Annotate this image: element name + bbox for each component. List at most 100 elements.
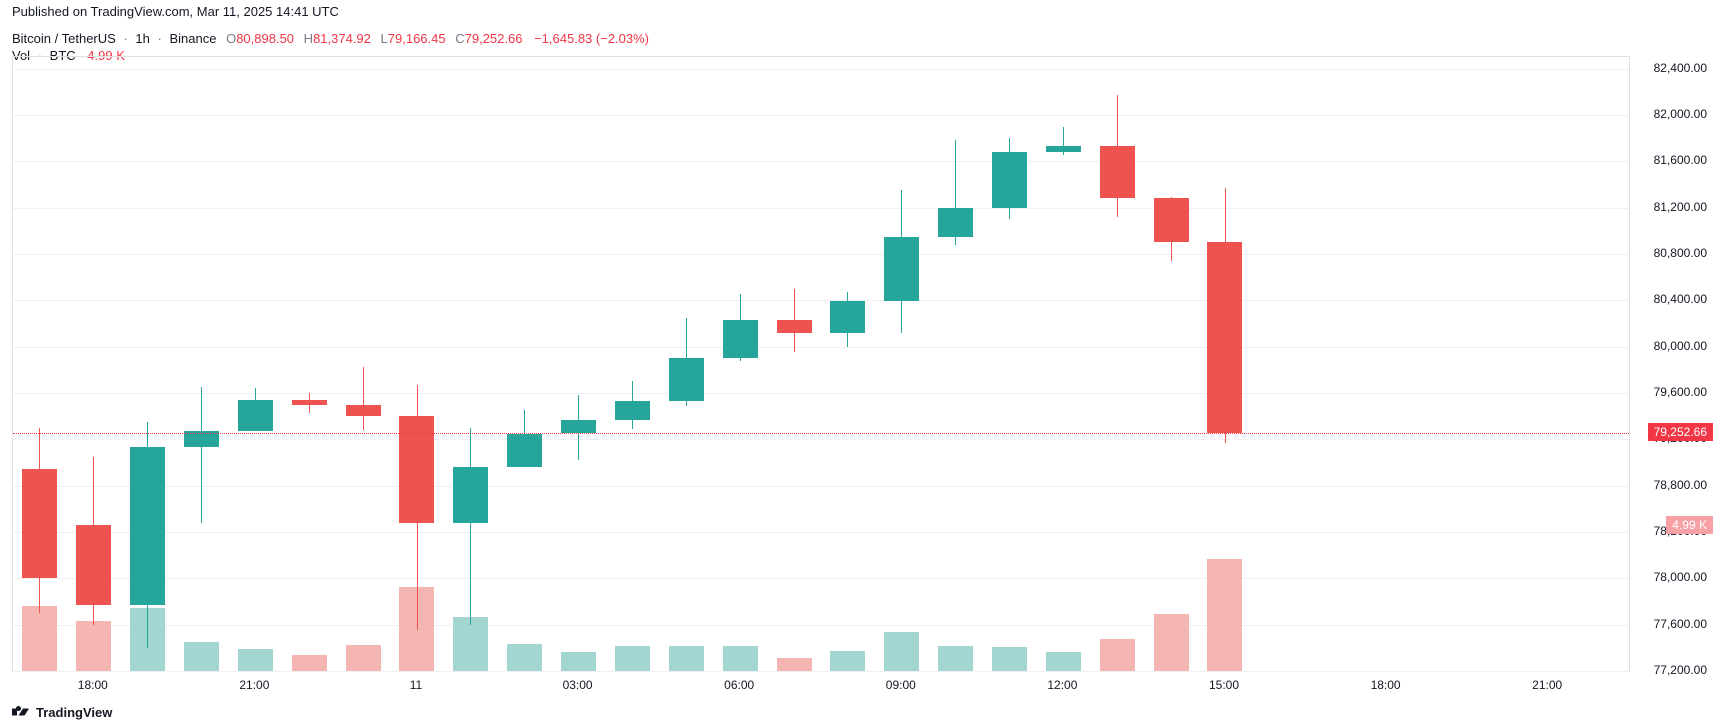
volume-bar xyxy=(723,646,758,671)
volume-bar xyxy=(777,658,812,671)
y-axis-label: 78,800.00 xyxy=(1654,478,1707,492)
interval: 1h xyxy=(135,31,149,46)
x-axis-label: 15:00 xyxy=(1209,678,1239,692)
grid-line xyxy=(13,439,1629,440)
grid-line xyxy=(13,254,1629,255)
brand-footer: TradingView xyxy=(12,705,112,720)
candle-body xyxy=(830,301,865,332)
candle-body xyxy=(22,469,57,578)
candle-body xyxy=(938,208,973,237)
candle-body xyxy=(292,400,327,405)
open-value: 80,898.50 xyxy=(236,31,294,46)
volume-bar xyxy=(992,647,1027,671)
grid-line xyxy=(13,532,1629,533)
candle-body xyxy=(615,401,650,420)
grid-line xyxy=(13,69,1629,70)
last-price-line xyxy=(13,433,1629,434)
volume-bar xyxy=(453,617,488,671)
volume-bar xyxy=(292,655,327,671)
volume-bar xyxy=(1207,559,1242,671)
close-label: C xyxy=(455,31,464,46)
candle-body xyxy=(238,400,273,431)
candle-body xyxy=(561,420,596,434)
high-value: 81,374.92 xyxy=(313,31,371,46)
candle-wick xyxy=(201,387,202,523)
grid-line xyxy=(13,300,1629,301)
candle-wick xyxy=(470,428,471,625)
candle-body xyxy=(669,358,704,401)
candle-body xyxy=(1154,198,1189,242)
candle-body xyxy=(1046,146,1081,152)
exchange: Binance xyxy=(169,31,216,46)
volume-bar xyxy=(184,642,219,671)
x-axis-label: 06:00 xyxy=(724,678,754,692)
y-axis-label: 81,200.00 xyxy=(1654,200,1707,214)
grid-line xyxy=(13,486,1629,487)
volume-bar xyxy=(884,632,919,671)
candle-body xyxy=(1207,242,1242,433)
grid-line xyxy=(13,208,1629,209)
candle-body xyxy=(723,320,758,358)
candle-body xyxy=(399,416,434,523)
y-axis-label: 80,000.00 xyxy=(1654,339,1707,353)
grid-line xyxy=(13,625,1629,626)
volume-bar xyxy=(238,649,273,672)
grid-line xyxy=(13,578,1629,579)
pair-name: Bitcoin / TetherUS xyxy=(12,31,116,46)
separator: · xyxy=(123,31,127,46)
y-axis-label: 80,800.00 xyxy=(1654,246,1707,260)
candle-body xyxy=(777,320,812,333)
candle-body xyxy=(1100,146,1135,198)
volume-bar xyxy=(830,651,865,671)
volume-tag: 4.99 K xyxy=(1666,516,1713,534)
close-value: 79,252.66 xyxy=(465,31,523,46)
candle-body xyxy=(76,525,111,605)
x-axis-label: 11 xyxy=(410,678,422,692)
volume-bar xyxy=(346,645,381,671)
candle-body xyxy=(453,467,488,523)
y-axis-label: 78,000.00 xyxy=(1654,570,1707,584)
candle-body xyxy=(130,447,165,605)
x-axis-label: 18:00 xyxy=(1371,678,1401,692)
chart-zone[interactable]: 77,200.0077,600.0078,000.0078,200.0078,8… xyxy=(12,56,1713,672)
high-label: H xyxy=(304,31,313,46)
x-axis-label: 21:00 xyxy=(1532,678,1562,692)
open-label: O xyxy=(226,31,236,46)
x-axis-label: 12:00 xyxy=(1047,678,1077,692)
x-axis-label: 21:00 xyxy=(239,678,269,692)
volume-bar xyxy=(1154,614,1189,671)
last-price-tag: 79,252.66 xyxy=(1648,423,1713,441)
volume-bar xyxy=(1046,652,1081,671)
x-axis-label: 09:00 xyxy=(886,678,916,692)
x-axis-label: 03:00 xyxy=(563,678,593,692)
low-value: 79,166.45 xyxy=(388,31,446,46)
y-axis-label: 81,600.00 xyxy=(1654,153,1707,167)
chart-container: Published on TradingView.com, Mar 11, 20… xyxy=(0,0,1713,728)
brand-name: TradingView xyxy=(36,705,112,720)
volume-bar xyxy=(938,646,973,671)
volume-bar xyxy=(615,646,650,671)
volume-bar xyxy=(561,652,596,671)
y-axis-label: 82,000.00 xyxy=(1654,107,1707,121)
symbol-info-row: Bitcoin / TetherUS · 1h · Binance O80,89… xyxy=(0,23,1713,48)
grid-line xyxy=(13,347,1629,348)
x-axis: 18:00 21:00 11 03:00 06:00 09:00 12:00 15:00 18:… xyxy=(12,672,1629,702)
y-axis-label: 82,400.00 xyxy=(1654,61,1707,75)
change-value: −1,645.83 (−2.03%) xyxy=(534,31,649,46)
publish-info: Published on TradingView.com, Mar 11, 20… xyxy=(0,0,1713,23)
candle-body xyxy=(507,434,542,468)
volume-bar xyxy=(76,621,111,671)
y-axis-label: 77,200.00 xyxy=(1654,663,1707,677)
low-label: L xyxy=(381,31,388,46)
candle-body xyxy=(884,237,919,302)
y-axis-label: 80,400.00 xyxy=(1654,292,1707,306)
candle-wick xyxy=(363,367,364,430)
volume-bar xyxy=(669,646,704,671)
x-axis-label: 18:00 xyxy=(78,678,108,692)
y-axis-label: 79,600.00 xyxy=(1654,385,1707,399)
separator: · xyxy=(158,31,162,46)
grid-line xyxy=(13,161,1629,162)
volume-bar xyxy=(507,644,542,671)
candle-body xyxy=(346,405,381,417)
plot-area[interactable] xyxy=(12,56,1629,672)
